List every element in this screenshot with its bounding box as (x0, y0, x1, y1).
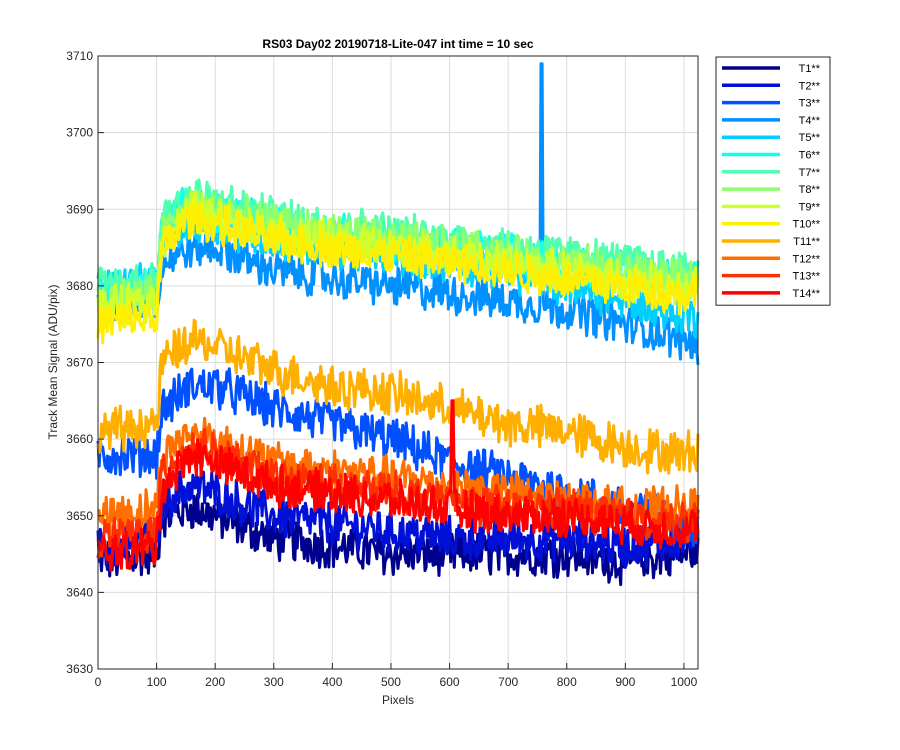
legend-label: T8** (799, 184, 821, 196)
series-line-t10 (96, 198, 700, 345)
series-line-t1 (96, 488, 700, 587)
legend-label: T3** (799, 98, 821, 110)
x-axis-label: Pixels (382, 693, 414, 707)
y-tick-label: 3650 (66, 509, 93, 523)
x-tick-label: 700 (498, 675, 518, 689)
legend-label: T9** (799, 201, 821, 213)
x-tick-label: 500 (381, 675, 401, 689)
legend-label: T2** (799, 80, 821, 92)
x-tick-label: 0 (95, 675, 102, 689)
y-tick-label: 3690 (66, 202, 93, 216)
legend-label: T1** (799, 63, 821, 75)
legend-label: T10** (792, 219, 820, 231)
legend-label: T7** (799, 167, 821, 179)
legend-label: T14** (792, 288, 820, 300)
legend-label: T6** (799, 150, 821, 162)
y-tick-label: 3700 (66, 126, 93, 140)
legend-label: T4** (799, 115, 821, 127)
chart-title: RS03 Day02 20190718-Lite-047 int time = … (262, 37, 533, 51)
x-tick-label: 200 (205, 675, 225, 689)
series-line-t2 (96, 470, 700, 569)
legend-label: T11** (793, 236, 820, 248)
series-line-t14 (96, 399, 700, 572)
x-tick-label: 900 (615, 675, 635, 689)
x-tick-label: 100 (147, 675, 167, 689)
series-layer (96, 62, 700, 587)
y-axis-label: Track Mean Signal (ADU/pix) (46, 285, 60, 440)
y-tick-label: 3680 (66, 279, 93, 293)
x-tick-label: 300 (264, 675, 284, 689)
x-tick-label: 1000 (671, 675, 698, 689)
x-tick-label: 400 (322, 675, 342, 689)
x-tick-label: 600 (440, 675, 460, 689)
x-ticks: 0 100 200 300 400 500 600 700 800 900 1000 (95, 663, 698, 689)
legend: T1** T2** T3** T4** T5** T6** T7** T8** T9** T10*… (715, 56, 831, 306)
y-tick-label: 3640 (66, 585, 93, 599)
legend-box (715, 56, 831, 306)
y-ticks: 3630 3640 3650 3660 3670 3680 3690 3700 3710 (66, 49, 104, 676)
legend-label: T5** (799, 132, 821, 144)
series-line-t11 (96, 318, 700, 475)
y-tick-label: 3630 (66, 662, 93, 676)
y-tick-label: 3670 (66, 356, 93, 370)
y-tick-label: 3660 (66, 432, 93, 446)
legend-label: T12** (792, 253, 820, 265)
y-tick-label: 3710 (66, 49, 93, 63)
x-tick-label: 800 (557, 675, 577, 689)
legend-label: T13** (792, 271, 820, 283)
